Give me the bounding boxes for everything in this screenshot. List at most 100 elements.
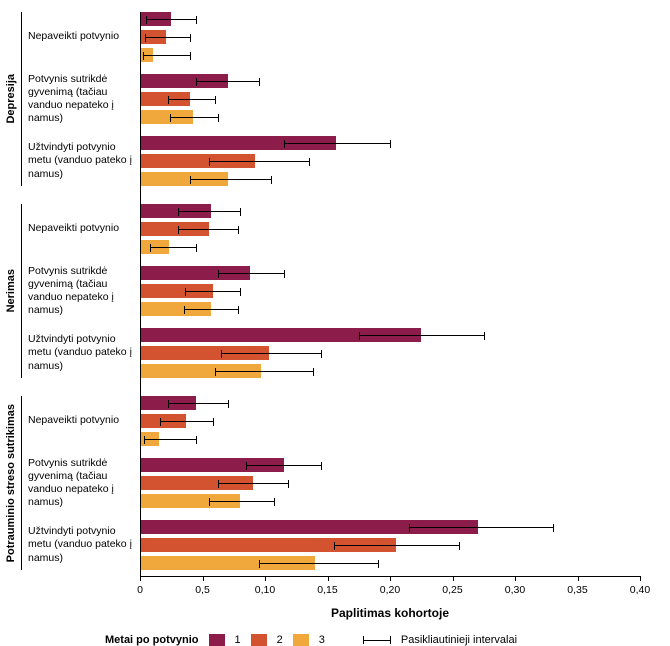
error-cap — [228, 400, 229, 408]
x-axis-tick — [640, 576, 641, 581]
subgroup-label: Užtvindyti potvynio metu (vanduo pateko … — [28, 520, 133, 570]
error-cap — [215, 368, 216, 376]
error-cap — [259, 78, 260, 86]
error-cap — [160, 418, 161, 426]
error-bar — [185, 291, 240, 292]
error-cap — [184, 306, 185, 314]
error-cap — [288, 480, 289, 488]
error-bar — [209, 161, 309, 162]
legend-ci-label: Pasikliautinieji intervalai — [401, 634, 517, 646]
error-bar — [215, 371, 313, 372]
x-axis-tick — [390, 576, 391, 581]
legend-item-label: 1 — [235, 634, 241, 646]
error-cap — [238, 306, 239, 314]
error-cap — [221, 350, 222, 358]
x-axis-tick — [140, 576, 141, 581]
error-bar — [143, 55, 191, 56]
error-bar — [218, 273, 284, 274]
subgroup-label: Potvynis sutrikdė gyvenimą (tačiau vandu… — [28, 266, 133, 316]
error-cap — [196, 244, 197, 252]
subgroup-label: Potvynis sutrikdė gyvenimą (tačiau vandu… — [28, 458, 133, 508]
error-cap — [185, 288, 186, 296]
error-bar — [259, 563, 378, 564]
subgroup-label: Nepaveikti potvynio — [28, 204, 133, 254]
error-cap — [274, 498, 275, 506]
error-cap — [178, 208, 179, 216]
legend-ci-icon — [363, 640, 391, 641]
error-bar — [196, 81, 259, 82]
error-bar — [334, 545, 459, 546]
error-cap — [145, 34, 146, 42]
error-cap — [218, 270, 219, 278]
error-cap — [259, 560, 260, 568]
x-axis-tick-label: 0,5 — [183, 584, 223, 596]
error-bar — [144, 439, 197, 440]
error-cap — [218, 114, 219, 122]
error-cap — [209, 498, 210, 506]
error-cap — [378, 560, 379, 568]
subgroup-label: Užtvindyti potvynio metu (vanduo pateko … — [28, 136, 133, 186]
x-axis-tick-label: 0,40 — [620, 584, 660, 596]
error-bar — [246, 465, 321, 466]
error-cap — [146, 16, 147, 24]
x-axis-tick — [328, 576, 329, 581]
x-axis-tick — [265, 576, 266, 581]
x-axis-tick-label: 0,30 — [495, 584, 535, 596]
group-label-region: Nerimas — [0, 204, 22, 378]
x-axis-tick — [515, 576, 516, 581]
error-cap — [143, 52, 144, 60]
error-bar — [359, 335, 484, 336]
error-cap — [309, 158, 310, 166]
error-bar — [409, 527, 553, 528]
x-axis-tick-label: 0 — [120, 584, 160, 596]
x-axis-tick-label: 0,10 — [245, 584, 285, 596]
error-cap — [390, 140, 391, 148]
error-cap — [238, 226, 239, 234]
error-cap — [313, 368, 314, 376]
error-bar — [150, 247, 196, 248]
error-bar — [160, 421, 213, 422]
error-cap — [170, 114, 171, 122]
group-label-region: Potrauminio streso sutrikimas — [0, 396, 22, 570]
error-cap — [213, 418, 214, 426]
subgroup-label: Užtvindyti potvynio metu (vanduo pateko … — [28, 328, 133, 378]
error-cap — [150, 244, 151, 252]
y-axis-line — [140, 12, 141, 576]
error-bar — [146, 19, 196, 20]
error-bar — [184, 309, 238, 310]
error-bar — [284, 143, 390, 144]
x-axis-tick — [578, 576, 579, 581]
x-axis-tick-label: 0,35 — [558, 584, 598, 596]
error-cap — [190, 34, 191, 42]
subgroup-label: Nepaveikti potvynio — [28, 12, 133, 62]
error-cap — [190, 176, 191, 184]
error-cap — [178, 226, 179, 234]
error-cap — [334, 542, 335, 550]
error-cap — [321, 350, 322, 358]
error-cap — [409, 524, 410, 532]
error-bar — [168, 99, 216, 100]
group-label: Nerimas — [5, 269, 17, 312]
error-bar — [218, 483, 288, 484]
error-cap — [359, 332, 360, 340]
error-cap — [190, 52, 191, 60]
error-cap — [284, 140, 285, 148]
error-cap — [271, 176, 272, 184]
error-cap — [144, 436, 145, 444]
error-bar — [209, 501, 274, 502]
error-cap — [196, 78, 197, 86]
x-axis-tick-label: 0,20 — [370, 584, 410, 596]
error-cap — [240, 208, 241, 216]
error-cap — [246, 462, 247, 470]
x-axis-label: Paplitimas kohortoje — [140, 606, 640, 620]
error-bar — [221, 353, 321, 354]
group-label: Potrauminio streso sutrikimas — [5, 404, 17, 562]
error-cap — [168, 96, 169, 104]
error-cap — [284, 270, 285, 278]
error-cap — [218, 480, 219, 488]
error-cap — [240, 288, 241, 296]
error-cap — [196, 436, 197, 444]
error-bar — [178, 229, 238, 230]
chart-root: Nepaveikti potvynio Potvynis sutrikdė gyv… — [0, 0, 670, 630]
x-axis-tick — [203, 576, 204, 581]
